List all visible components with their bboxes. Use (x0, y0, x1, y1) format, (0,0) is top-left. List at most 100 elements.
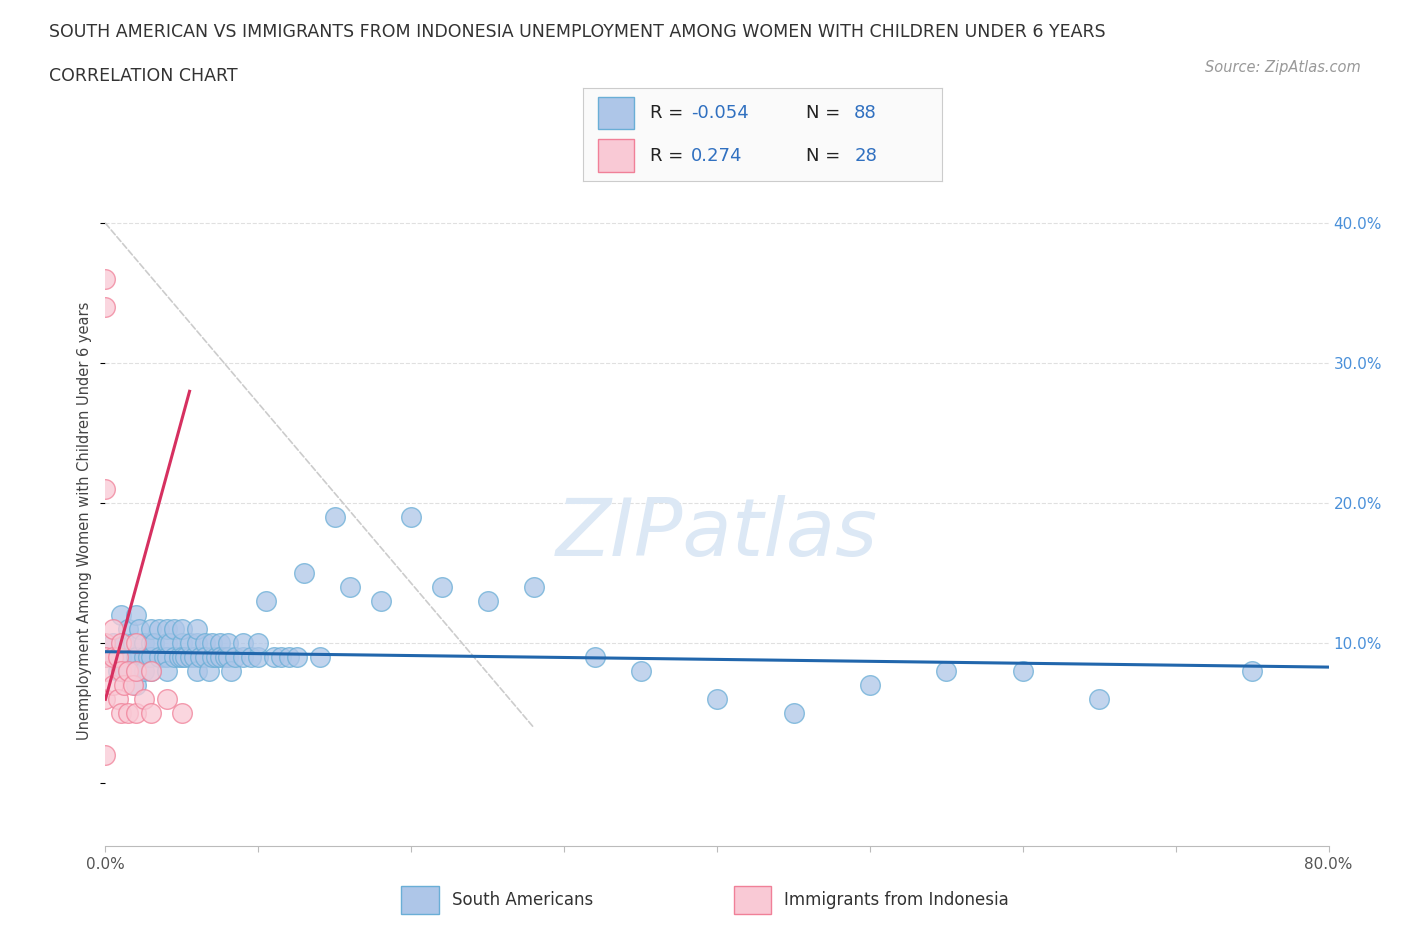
Point (204, 650, 226, 665)
Point (141, 650, 163, 665)
Point (323, 510, 346, 525)
Text: N =: N = (806, 147, 839, 165)
Text: R =: R = (650, 147, 683, 165)
Point (292, 565, 315, 580)
Point (155, 692, 177, 707)
Point (117, 622, 139, 637)
Text: 88: 88 (855, 104, 877, 122)
Point (159, 636, 181, 651)
Point (278, 650, 301, 665)
Point (132, 692, 155, 707)
Point (370, 594, 392, 609)
Text: Immigrants from Indonesia: Immigrants from Indonesia (785, 891, 1010, 909)
Point (110, 664, 132, 679)
Point (132, 650, 155, 665)
Point (143, 636, 166, 651)
Point (523, 580, 546, 595)
Point (94, 692, 117, 707)
Point (214, 650, 236, 665)
Point (401, 510, 423, 525)
Point (125, 636, 148, 651)
Point (167, 650, 190, 665)
Point (152, 650, 174, 665)
Point (141, 622, 163, 637)
Point (132, 664, 155, 679)
Point (270, 650, 292, 665)
Text: N =: N = (806, 104, 839, 122)
Point (107, 650, 129, 665)
Bar (598, 140, 634, 172)
Point (209, 636, 232, 651)
Point (179, 650, 201, 665)
Bar (734, 886, 770, 914)
Point (101, 636, 124, 651)
Text: CORRELATION CHART: CORRELATION CHART (49, 67, 238, 85)
Bar (598, 97, 634, 129)
Point (186, 636, 208, 651)
Text: -0.054: -0.054 (692, 104, 749, 122)
Text: ZIPatlas: ZIPatlas (555, 495, 879, 573)
Text: R =: R = (650, 104, 683, 122)
Point (170, 706, 193, 721)
Point (110, 636, 132, 651)
Bar (402, 886, 439, 914)
Point (117, 706, 139, 721)
Point (112, 636, 135, 651)
Point (194, 636, 217, 651)
Point (122, 678, 145, 693)
Point (128, 622, 150, 637)
Text: SOUTH AMERICAN VS IMMIGRANTS FROM INDONESIA UNEMPLOYMENT AMONG WOMEN WITH CHILDR: SOUTH AMERICAN VS IMMIGRANTS FROM INDONE… (49, 23, 1107, 41)
Point (110, 706, 132, 721)
Point (125, 650, 148, 665)
Point (339, 580, 361, 595)
Point (170, 622, 193, 637)
Point (101, 622, 124, 637)
Point (141, 664, 163, 679)
Point (186, 664, 208, 679)
Point (141, 664, 163, 679)
Point (110, 664, 132, 679)
Point (155, 622, 177, 637)
Point (706, 692, 728, 707)
Point (201, 650, 224, 665)
Point (1088, 692, 1111, 707)
Text: Source: ZipAtlas.com: Source: ZipAtlas.com (1205, 60, 1361, 75)
Point (254, 594, 277, 609)
Point (117, 664, 139, 679)
Y-axis label: Unemployment Among Women with Children Under 6 years: Unemployment Among Women with Children U… (77, 301, 93, 740)
Point (224, 650, 246, 665)
Point (141, 706, 163, 721)
Point (94, 664, 117, 679)
Point (217, 636, 239, 651)
Point (94, 272, 117, 286)
Point (209, 650, 232, 665)
Point (583, 650, 606, 665)
Point (107, 664, 129, 679)
Point (94, 748, 117, 763)
Point (430, 580, 453, 595)
Point (94, 482, 117, 497)
Point (125, 706, 148, 721)
Point (112, 678, 135, 693)
Point (155, 664, 177, 679)
Point (1241, 664, 1264, 679)
Point (117, 664, 139, 679)
Point (188, 650, 211, 665)
Point (148, 622, 170, 637)
Point (125, 664, 148, 679)
Point (247, 650, 270, 665)
Point (155, 636, 177, 651)
Point (163, 650, 186, 665)
Point (308, 650, 330, 665)
Point (232, 636, 254, 651)
Text: South Americans: South Americans (451, 891, 593, 909)
Point (125, 664, 148, 679)
Point (183, 650, 205, 665)
Point (859, 678, 882, 693)
Point (285, 650, 308, 665)
Point (198, 664, 221, 679)
Point (174, 650, 197, 665)
Point (110, 608, 132, 623)
Point (125, 608, 148, 623)
Point (94, 650, 117, 665)
